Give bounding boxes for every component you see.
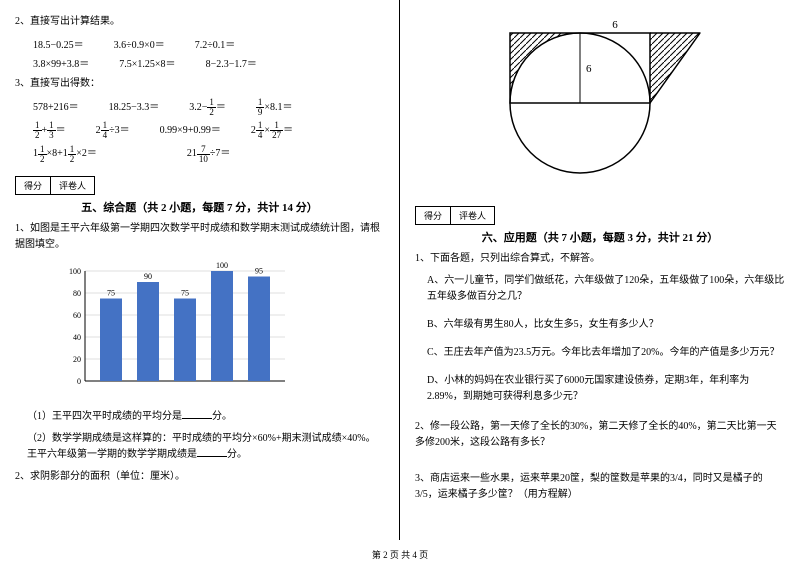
q3-row1: 578+216＝ 18.25−3.3＝ 3.2−12＝ 19×8.1＝ [33, 98, 384, 117]
eq: 3.6÷0.9×0＝ [114, 36, 165, 51]
eq: 578+216＝ [33, 98, 79, 117]
sec5-q2: 2、求阴影部分的面积（单位：厘米）。 [15, 469, 384, 485]
q2-title: 2、直接写出计算结果。 [15, 14, 384, 30]
sec5-q1-1: （1）王平四次平时成绩的平均分是分。 [27, 409, 384, 425]
eq: 19×8.1＝ [256, 98, 293, 117]
section6-title: 六、应用题（共 7 小题，每题 3 分，共计 21 分） [415, 229, 785, 245]
eq: 12+13＝ [33, 121, 66, 140]
fraction: 13 [47, 121, 56, 140]
sec5-q1-2: （2）数学学期成绩是这样算的：平时成绩的平均分×60%+期末测试成绩×40%。王… [27, 431, 384, 463]
grader-label: 评卷人 [451, 207, 494, 224]
fraction: 12 [33, 121, 42, 140]
q1b: B、六年级有男生80人，比女生多5，女生有多少人？ [427, 317, 785, 333]
svg-text:100: 100 [216, 261, 228, 270]
fraction: 127 [270, 121, 283, 140]
svg-text:20: 20 [73, 355, 81, 364]
fraction: 14 [101, 121, 110, 140]
eq: 214÷3＝ [96, 121, 130, 140]
eq: 3.2−12＝ [189, 98, 226, 117]
q1a: A、六一儿童节，同学们做纸花，六年级做了120朵，五年级做了100朵，六年级比五… [427, 273, 785, 305]
eq: 7.5×1.25×8＝ [119, 55, 175, 70]
score-label: 得分 [16, 177, 51, 194]
blank [197, 447, 227, 457]
svg-text:0: 0 [77, 377, 81, 386]
eq: 112×8+112×2＝ [33, 144, 97, 163]
q3-row2: 12+13＝ 214÷3＝ 0.99×9+0.99＝ 214×127＝ [33, 121, 384, 140]
score-box: 得分 评卷人 [415, 206, 495, 225]
sec5-q1: 1、如图是王平六年级第一学期四次数学平时成绩和数学期末测试成绩统计图，请根据图填… [15, 221, 384, 253]
q3-title: 3、直接写出得数： [15, 76, 384, 92]
q1c: C、王庄去年产值为23.5万元。今年比去年增加了20%。今年的产值是多少万元？ [427, 345, 785, 361]
svg-text:80: 80 [73, 289, 81, 298]
left-column: 2、直接写出计算结果。 18.5−0.25＝ 3.6÷0.9×0＝ 7.2÷0.… [0, 0, 400, 540]
q2-row2: 3.8×99+3.8＝ 7.5×1.25×8＝ 8−2.3−1.7＝ [33, 55, 384, 70]
q3: 3、商店运来一些水果，运来苹果20筐，梨的筐数是苹果的3/4，同时又是橘子的3/… [415, 471, 785, 503]
fraction: 12 [207, 98, 216, 117]
score-label: 得分 [416, 207, 451, 224]
eq: 214×127＝ [251, 121, 293, 140]
svg-text:60: 60 [73, 311, 81, 320]
svg-text:6: 6 [586, 63, 592, 75]
grader-label: 评卷人 [51, 177, 94, 194]
svg-text:95: 95 [255, 266, 263, 275]
q2: 2、修一段公路，第一天修了全长的30%，第二天修了全长的40%，第二天比第一天多… [415, 419, 785, 451]
svg-text:6: 6 [612, 19, 618, 31]
eq: 7.2÷0.1＝ [195, 36, 236, 51]
q2-row1: 18.5−0.25＝ 3.6÷0.9×0＝ 7.2÷0.1＝ [33, 36, 384, 51]
svg-text:90: 90 [144, 272, 152, 281]
right-column: 66 得分 评卷人 六、应用题（共 7 小题，每题 3 分，共计 21 分） 1… [400, 0, 800, 540]
fraction: 710 [197, 145, 210, 164]
section5-title: 五、综合题（共 2 小题，每题 7 分，共计 14 分） [15, 199, 384, 215]
eq: 18.5−0.25＝ [33, 36, 84, 51]
q1: 1、下面各题，只列出综合算式，不解答。 [415, 251, 785, 267]
q1d: D、小林的妈妈在农业银行买了6000元国家建设债券，定期3年，年利率为2.89%… [427, 373, 785, 405]
eq: 18.25−3.3＝ [109, 98, 160, 117]
q3-row3: 112×8+112×2＝ 21710÷7＝ [33, 144, 384, 163]
svg-text:75: 75 [181, 288, 189, 297]
circle-figure: 66 [490, 8, 710, 188]
fraction: 12 [68, 145, 77, 164]
eq: 21710÷7＝ [187, 144, 231, 163]
svg-text:40: 40 [73, 333, 81, 342]
svg-text:100: 100 [69, 267, 81, 276]
svg-text:75: 75 [107, 288, 115, 297]
fraction: 12 [38, 145, 47, 164]
blank [182, 409, 212, 419]
bar-chart: 0 20 40 60 80 100 75 90 75 100 95 [55, 261, 295, 401]
page-footer: 第 2 页 共 4 页 [0, 548, 800, 561]
score-box: 得分 评卷人 [15, 176, 95, 195]
eq: 8−2.3−1.7＝ [206, 55, 257, 70]
eq: 3.8×99+3.8＝ [33, 55, 89, 70]
eq: 0.99×9+0.99＝ [160, 121, 221, 140]
